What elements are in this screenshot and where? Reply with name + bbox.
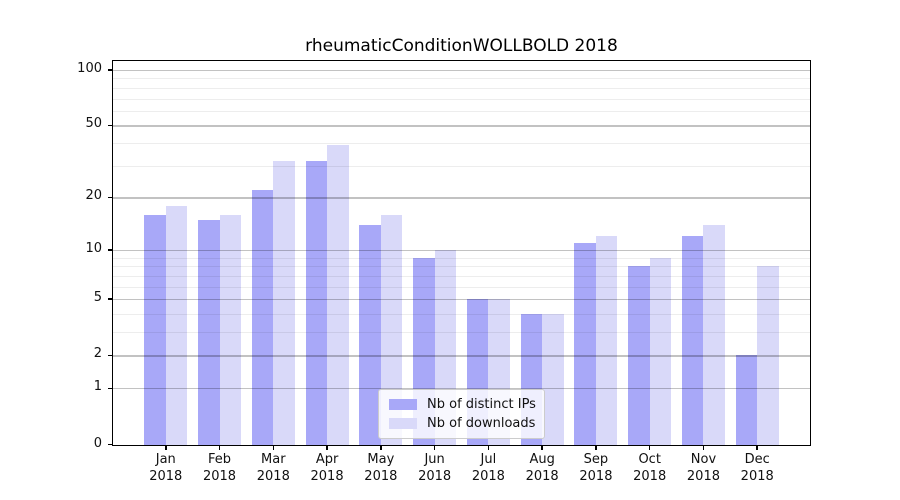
bar-nb-of-distinct-ips-nov — [681, 236, 704, 446]
legend-label-downloads: Nb of downloads — [427, 415, 536, 431]
x-tick-mark-may — [380, 446, 382, 450]
x-tick-label-dec: Dec 2018 — [740, 452, 774, 484]
gridline-10 — [112, 249, 811, 252]
legend-item-distinct-ips: Nb of distinct IPs — [389, 397, 536, 413]
x-tick-label-mar: Mar 2018 — [256, 452, 290, 484]
y-tick-mark-100 — [108, 69, 112, 71]
legend: Nb of distinct IPs Nb of downloads — [378, 389, 545, 439]
legend-swatch-downloads — [389, 417, 417, 429]
bar-nb-of-downloads-aug — [542, 313, 564, 446]
gridline-minor-40 — [112, 143, 811, 145]
gridline-5 — [112, 299, 811, 301]
bar-nb-of-downloads-sep — [595, 236, 618, 446]
y-tick-mark-1 — [108, 387, 112, 389]
bar-nb-of-downloads-feb — [219, 214, 242, 446]
gridline-1 — [112, 388, 811, 390]
bar-nb-of-downloads-jan — [165, 205, 188, 446]
gridline-minor-4 — [112, 313, 811, 315]
bar-nb-of-distinct-ips-sep — [574, 242, 596, 446]
y-tick-label-50: 50 — [85, 116, 102, 132]
bar-nb-of-distinct-ips-apr — [305, 160, 328, 446]
chart-title: rheumaticConditionWOLLBOLD 2018 — [305, 36, 618, 56]
bar-nb-of-downloads-dec — [757, 266, 779, 446]
x-tick-mark-dec — [756, 446, 758, 450]
y-tick-label-10: 10 — [85, 240, 102, 256]
y-tick-label-2: 2 — [93, 346, 102, 362]
y-tick-mark-5 — [108, 298, 112, 300]
x-tick-mark-jan — [165, 446, 167, 450]
gridline-minor-60 — [112, 110, 811, 112]
x-tick-label-sep: Sep 2018 — [579, 452, 613, 484]
bar-nb-of-downloads-oct — [649, 257, 672, 446]
bar-nb-of-downloads-mar — [273, 160, 295, 446]
x-tick-label-feb: Feb 2018 — [202, 452, 237, 484]
x-tick-mark-oct — [648, 446, 651, 450]
y-tick-label-100: 100 — [77, 60, 102, 76]
x-tick-label-may: May 2018 — [364, 452, 398, 484]
y-tick-mark-0 — [108, 443, 112, 446]
x-tick-mark-apr — [326, 446, 328, 450]
x-tick-label-jan: Jan 2018 — [149, 452, 183, 484]
bar-nb-of-downloads-may — [380, 214, 403, 446]
gridline-minor-70 — [112, 98, 811, 100]
x-tick-label-jul: Jul 2018 — [471, 452, 505, 484]
x-tick-mark-jul — [487, 446, 490, 450]
x-tick-label-nov: Nov 2018 — [686, 452, 720, 484]
gridline-minor-8 — [112, 266, 811, 268]
bar-nb-of-downloads-nov — [703, 224, 725, 446]
x-tick-label-jun: Jun 2018 — [418, 452, 452, 484]
gridline-minor-6 — [112, 286, 811, 288]
x-tick-mark-feb — [218, 446, 221, 450]
y-tick-mark-50 — [108, 124, 112, 127]
x-tick-mark-aug — [541, 446, 543, 450]
gridline-minor-3 — [112, 332, 811, 333]
legend-label-distinct-ips: Nb of distinct IPs — [427, 397, 536, 413]
y-tick-label-20: 20 — [85, 188, 102, 204]
y-tick-mark-20 — [108, 196, 112, 199]
y-tick-label-0: 0 — [93, 435, 102, 451]
x-tick-label-aug: Aug 2018 — [525, 452, 559, 484]
y-tick-mark-2 — [108, 354, 112, 357]
bar-nb-of-distinct-ips-oct — [628, 266, 650, 446]
bar-nb-of-distinct-ips-jan — [144, 214, 166, 446]
x-tick-mark-jun — [433, 446, 436, 450]
legend-item-downloads: Nb of downloads — [389, 415, 536, 431]
bar-nb-of-downloads-apr — [327, 145, 349, 446]
gridline-100 — [112, 69, 811, 72]
gridline-50 — [112, 125, 811, 127]
gridline-minor-9 — [112, 257, 811, 259]
bar-nb-of-distinct-ips-mar — [251, 190, 274, 446]
x-tick-mark-mar — [272, 446, 275, 450]
gridline-20 — [112, 197, 811, 199]
y-tick-label-5: 5 — [93, 290, 102, 306]
gridline-minor-30 — [112, 165, 811, 167]
gridline-minor-80 — [112, 87, 811, 89]
y-tick-mark-10 — [108, 249, 112, 251]
gridline-minor-90 — [112, 78, 811, 80]
x-tick-label-oct: Oct 2018 — [633, 452, 667, 484]
x-tick-mark-nov — [702, 446, 705, 450]
x-tick-mark-sep — [595, 446, 597, 450]
x-tick-label-apr: Apr 2018 — [310, 452, 344, 484]
bar-nb-of-distinct-ips-may — [359, 224, 381, 446]
gridline-2 — [112, 355, 811, 357]
bar-nb-of-distinct-ips-dec — [735, 355, 758, 446]
bar-nb-of-distinct-ips-feb — [198, 219, 220, 446]
legend-swatch-distinct-ips — [389, 399, 417, 411]
y-tick-label-1: 1 — [93, 379, 102, 395]
gridline-minor-7 — [112, 275, 811, 277]
